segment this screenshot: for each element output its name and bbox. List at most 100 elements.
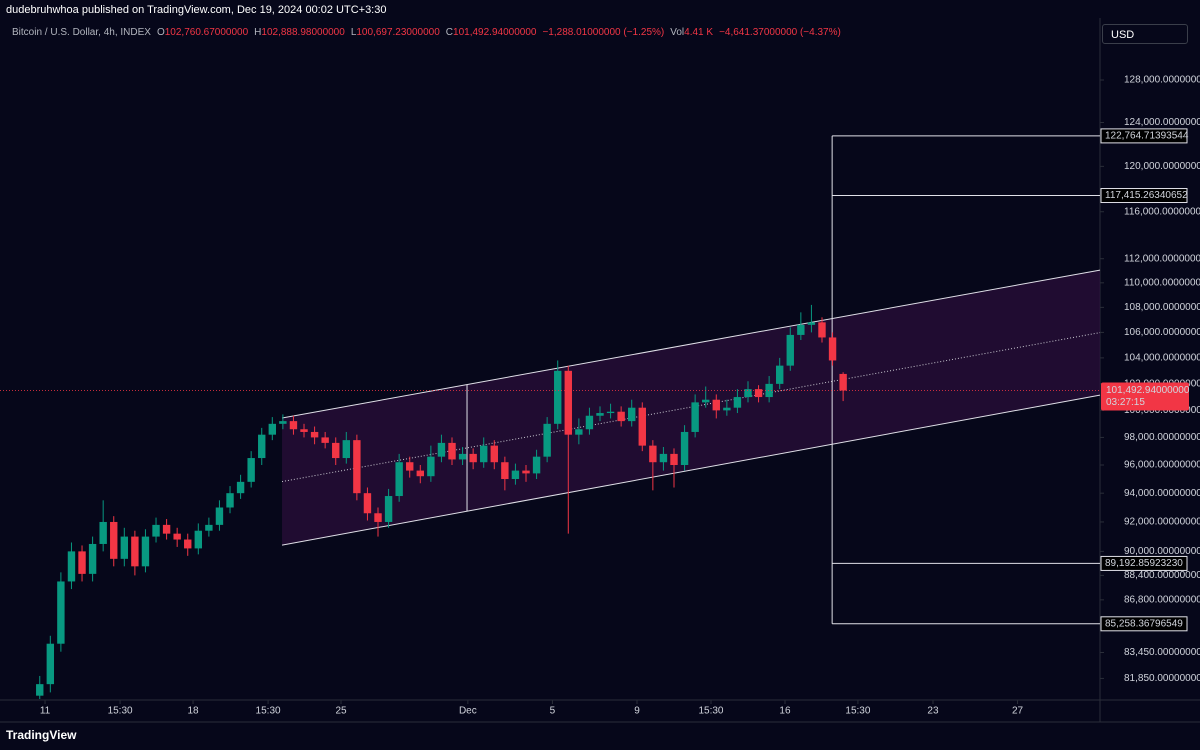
x-tick-label: 9 <box>634 706 640 717</box>
candle-body <box>680 431 689 466</box>
candle-body <box>300 429 308 432</box>
candle-body <box>247 458 255 482</box>
x-tick-label: 15:30 <box>256 706 281 717</box>
x-tick-label: 15:30 <box>845 706 870 717</box>
last-price-label: 101,492.94000000 <box>1106 385 1190 396</box>
legend-value: 101,492.94000000 <box>453 27 537 38</box>
candle-body <box>712 399 720 411</box>
legend-key: L <box>350 27 357 38</box>
y-tick-label: 104,000.00000000 <box>1124 353 1200 364</box>
legend-value: 102,888.98000000 <box>261 27 345 38</box>
candle-body <box>46 643 55 685</box>
x-tick-label: 25 <box>335 706 347 717</box>
legend-value: 100,697.23000000 <box>356 27 440 38</box>
candle-body <box>554 370 562 424</box>
candle-body <box>458 453 467 460</box>
last-price-countdown: 03:27:15 <box>1106 397 1145 408</box>
candle-body <box>406 462 414 471</box>
candle-body <box>279 421 287 424</box>
channel-lower <box>281 394 1101 546</box>
candle-body <box>754 389 763 398</box>
level-label-box <box>1100 128 1188 144</box>
candle-body <box>585 415 594 430</box>
legend-key: C <box>445 27 454 38</box>
y-tick-label: 86,800.00000000 <box>1124 594 1200 605</box>
candle-body <box>649 445 657 463</box>
y-tick-label: 106,000.00000000 <box>1124 327 1200 338</box>
candle-body <box>332 442 340 459</box>
candle-body <box>839 373 847 391</box>
candle-body <box>226 493 234 508</box>
level-label: 117,415.26340652 <box>1105 190 1188 201</box>
y-tick-label: 96,000.00000000 <box>1124 460 1200 471</box>
candle-body <box>448 442 456 460</box>
candle-body <box>236 481 245 494</box>
candle-body <box>353 440 361 494</box>
last-price-box <box>1101 382 1189 411</box>
candle-body <box>310 431 319 438</box>
candle-body <box>67 551 76 582</box>
candle-body <box>57 581 65 644</box>
candle-body <box>501 462 509 480</box>
channel-upper <box>281 269 1101 419</box>
candle-body <box>78 551 86 574</box>
channel-mid <box>281 332 1101 483</box>
legend: Bitcoin / U.S. Dollar, 4h, INDEX O102,760… <box>12 26 847 40</box>
candle-body <box>617 411 625 422</box>
y-tick-label: 108,000.00000000 <box>1124 302 1200 313</box>
candle-body <box>532 456 541 474</box>
currency-button[interactable]: USD <box>1102 24 1188 44</box>
legend-title: Bitcoin / U.S. Dollar, 4h, INDEX <box>12 27 151 38</box>
candle-body <box>162 524 171 534</box>
legend-volume-value: 4.41 K <box>684 27 714 38</box>
x-tick-label: 27 <box>1012 706 1024 717</box>
candle-body <box>606 411 615 414</box>
candle-body <box>437 442 446 457</box>
candle-body <box>427 456 435 477</box>
candle-body <box>596 413 604 416</box>
candle-body <box>36 684 44 696</box>
level-label-box <box>1100 188 1188 204</box>
legend-volume-key: Vol <box>670 27 685 38</box>
candle-body <box>638 407 646 446</box>
candle-body <box>480 445 488 463</box>
candle-body <box>564 370 572 435</box>
candle-body <box>733 397 742 408</box>
x-tick-label: 23 <box>927 706 939 717</box>
candle-body <box>776 365 784 384</box>
candle-body <box>194 530 203 549</box>
y-tick-label: 110,000.00000000 <box>1124 277 1200 288</box>
candle-body <box>628 407 636 422</box>
x-tick-label: 18 <box>187 706 199 717</box>
candle-body <box>363 493 372 514</box>
candle-body <box>321 437 329 443</box>
legend-volume-change: −4,641.37000000 (−4.37%) <box>719 27 841 38</box>
level-label: 89,192.85923230 <box>1105 558 1183 569</box>
level-label: 122,764.71393544 <box>1105 131 1189 142</box>
candle-body <box>807 322 816 325</box>
candle-body <box>152 524 160 537</box>
candle-body <box>173 533 181 540</box>
candle-body <box>258 434 266 459</box>
candle-body <box>374 513 382 522</box>
candle-body <box>522 470 530 474</box>
candle-body <box>215 507 224 525</box>
x-tick-label: 15:30 <box>108 706 133 717</box>
y-tick-label: 120,000.00000000 <box>1124 161 1200 172</box>
legend-key: H <box>254 27 262 38</box>
brand: TradingView <box>6 728 77 742</box>
y-tick-label: 124,000.00000000 <box>1124 117 1200 128</box>
candle-body <box>469 453 477 463</box>
candle-body <box>702 399 710 403</box>
candle-body <box>184 539 192 549</box>
candle-body <box>818 322 826 338</box>
legend-key: O <box>156 27 165 38</box>
candle-body <box>88 543 97 574</box>
level-label-box <box>1100 555 1188 571</box>
candle-body <box>828 337 837 361</box>
x-tick-label: 16 <box>779 706 791 717</box>
y-tick-label: 94,000.00000000 <box>1124 488 1200 499</box>
candle-body <box>342 440 350 459</box>
